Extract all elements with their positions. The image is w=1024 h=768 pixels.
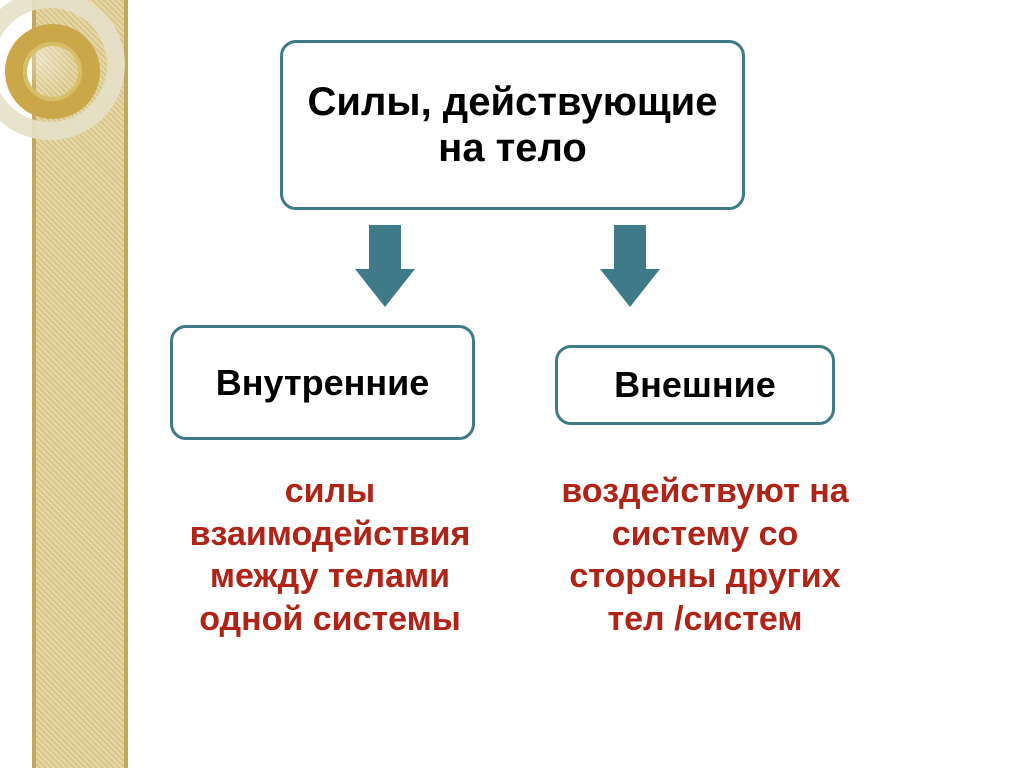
concept-internal-label: Внутренние [216, 362, 430, 403]
description-internal: силы взаимодействия между телами одной с… [170, 470, 490, 640]
concept-external-label: Внешние [614, 364, 776, 405]
concept-external-box: Внешние [555, 345, 835, 425]
arrow-head-icon [600, 269, 660, 307]
arrow-shaft [369, 225, 401, 271]
concept-root-label: Силы, действующие на тело [303, 79, 722, 171]
decor-ring-inner [5, 24, 100, 119]
arrow-head-icon [355, 269, 415, 307]
arrow-root-to-internal [355, 225, 415, 310]
concept-root-box: Силы, действующие на тело [280, 40, 745, 210]
description-external: воздействуют на систему со стороны други… [545, 470, 865, 640]
arrow-shaft [614, 225, 646, 271]
arrow-root-to-external [600, 225, 660, 310]
concept-internal-box: Внутренние [170, 325, 475, 440]
